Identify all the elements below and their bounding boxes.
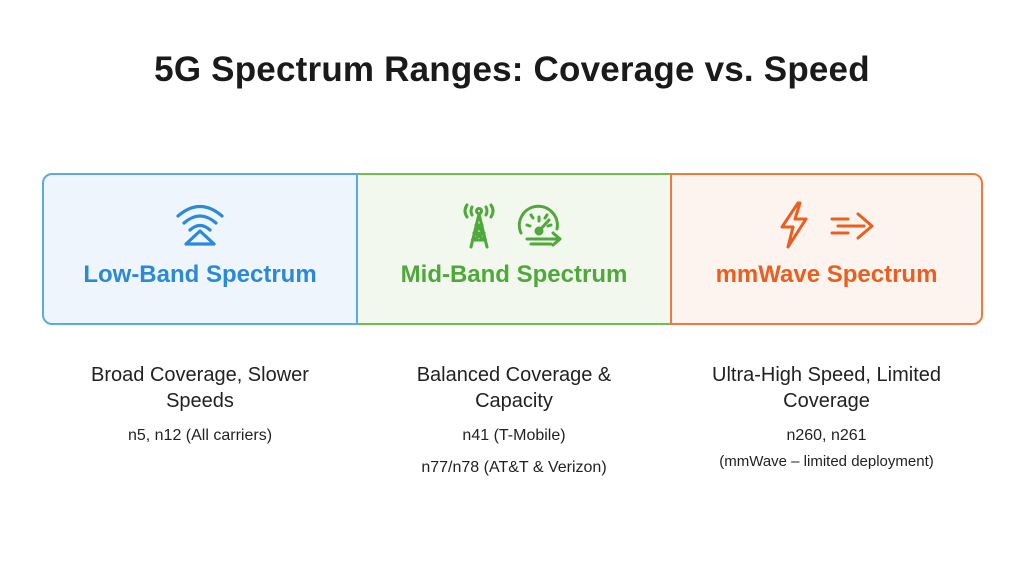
mmwave-band-description: Ultra-High Speed, Limited Coverage n260,… (670, 362, 983, 478)
mid-band-card: Mid-Band Spectrum (358, 173, 670, 325)
page-title: 5G Spectrum Ranges: Coverage vs. Speed (154, 50, 870, 89)
mmwave-band-bands: n260, n261 (786, 427, 867, 444)
band-descriptions: Broad Coverage, Slower Speeds n5, n12 (A… (42, 362, 983, 478)
low-band-headline: Broad Coverage, Slower Speeds (91, 364, 309, 412)
mmwave-band-headline: Ultra-High Speed, Limited Coverage (712, 364, 941, 412)
fast-arrow-icon (830, 212, 873, 240)
speedometer-icon (517, 204, 562, 247)
mmwave-band-note: (mmWave – limited deployment) (719, 453, 934, 470)
low-band-description: Broad Coverage, Slower Speeds n5, n12 (A… (42, 362, 358, 478)
spectrum-bands: Low-Band Spectrum (42, 173, 983, 325)
mid-band-headline: Balanced Coverage & Capacity (416, 364, 612, 412)
mid-band-bands: n41 (T-Mobile) (462, 427, 566, 444)
low-band-label: Low-Band Spectrum (83, 261, 317, 288)
low-band-card: Low-Band Spectrum (42, 173, 358, 325)
mid-band-icons (358, 199, 670, 251)
mmwave-band-card: mmWave Spectrum (670, 173, 983, 325)
mmwave-band-label: mmWave Spectrum (715, 261, 938, 288)
low-band-bands: n5, n12 (All carriers) (127, 427, 273, 444)
mid-band-description: Balanced Coverage & Capacity n41 (T-Mobi… (358, 362, 670, 478)
cell-tower-icon (463, 203, 495, 249)
lightning-icon (780, 201, 807, 249)
mid-band-bands-secondary: n77/n78 (AT&T & Verizon) (421, 459, 607, 476)
wifi-signal-icon (176, 204, 224, 246)
low-band-icons (44, 199, 356, 247)
mmwave-band-icons (672, 199, 981, 251)
mid-band-label: Mid-Band Spectrum (400, 261, 628, 288)
